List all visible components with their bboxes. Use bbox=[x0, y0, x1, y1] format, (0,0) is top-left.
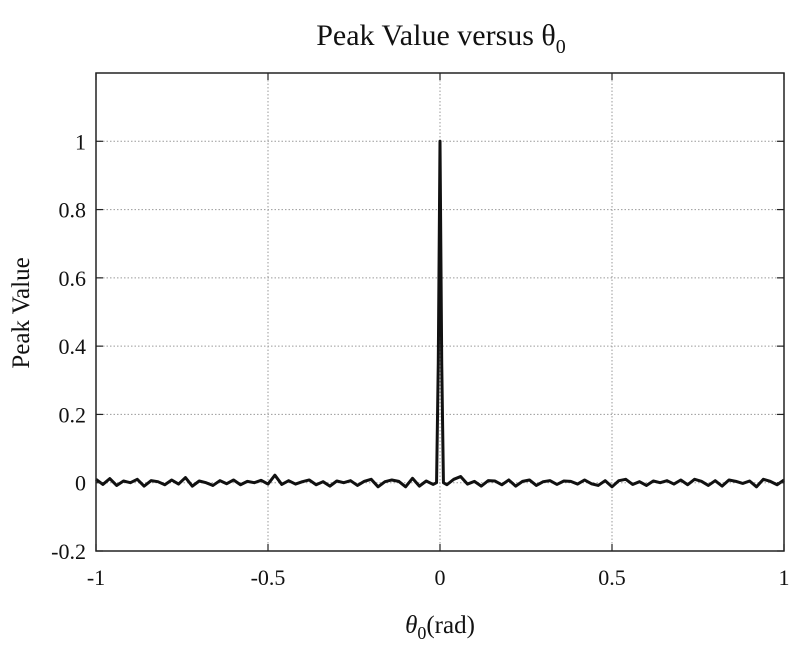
x-tick-label: 0 bbox=[435, 565, 446, 590]
series-group bbox=[95, 139, 785, 489]
y-tick-labels: -0.2 0 0.2 0.4 0.6 0.8 1 bbox=[51, 129, 86, 564]
x-tick-label: -1 bbox=[87, 565, 105, 590]
tick-marks bbox=[95, 73, 785, 552]
y-tick-label: 0 bbox=[75, 471, 86, 496]
y-tick-label: 0.2 bbox=[59, 402, 87, 427]
y-tick-label: 1 bbox=[75, 129, 86, 154]
y-axis-label: Peak Value bbox=[8, 257, 35, 368]
x-tick-label: -0.5 bbox=[251, 565, 286, 590]
x-tick-labels: -1 -0.5 0 0.5 1 bbox=[87, 565, 790, 590]
y-tick-label: 0.8 bbox=[59, 198, 87, 223]
y-tick-label: 0.4 bbox=[59, 334, 87, 359]
x-tick-label: 0.5 bbox=[598, 565, 626, 590]
chart-title: Peak Value versus θ0 bbox=[316, 19, 566, 58]
series-line bbox=[95, 139, 785, 489]
x-axis-label: θ0(rad) bbox=[405, 612, 475, 643]
plot-area: -1 -0.5 0 0.5 1 -0.2 0 0.2 0.4 0.6 0.8 1 bbox=[51, 72, 790, 590]
x-tick-label: 1 bbox=[779, 565, 790, 590]
y-tick-label: 0.6 bbox=[59, 266, 87, 291]
y-tick-label: -0.2 bbox=[51, 539, 86, 564]
